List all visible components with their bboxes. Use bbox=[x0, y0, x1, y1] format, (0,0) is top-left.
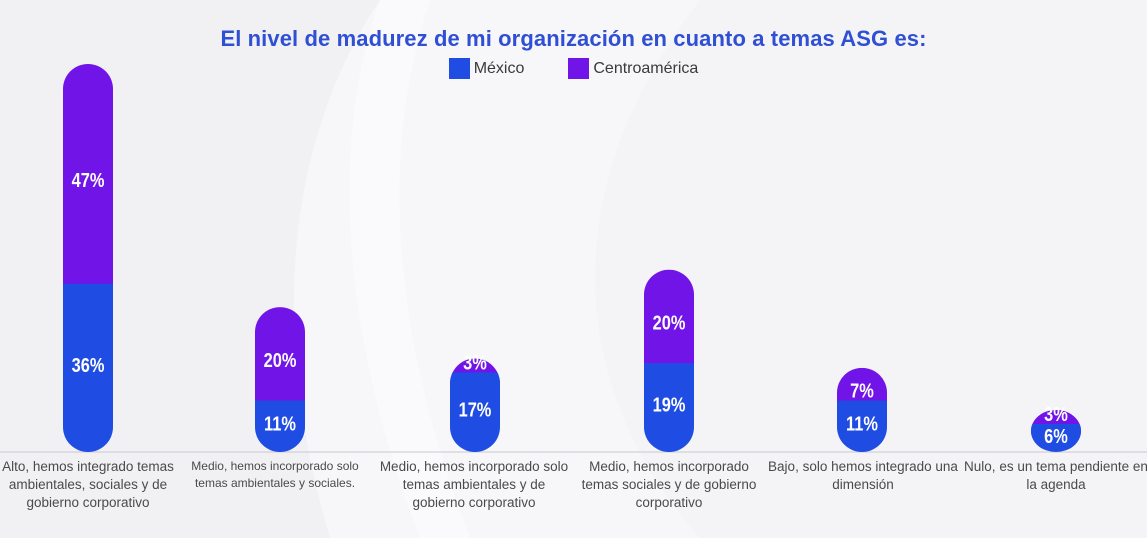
bar-mexico-2 bbox=[450, 372, 500, 452]
data-label-mexico-4: 11% bbox=[846, 412, 878, 435]
data-label-centroamerica-0: 47% bbox=[72, 168, 105, 191]
bar-group-3 bbox=[644, 269, 694, 452]
legend-label-centroamerica: Centroamérica bbox=[593, 59, 699, 77]
legend-swatch-mexico bbox=[448, 58, 470, 79]
bar-mexico-1 bbox=[255, 400, 305, 453]
data-label-mexico-1: 11% bbox=[264, 412, 296, 435]
chart-title: El nivel de madurez de mi organización e… bbox=[220, 26, 927, 51]
data-label-centroamerica-5: 3% bbox=[1044, 402, 1068, 425]
data-label-centroamerica-3: 20% bbox=[653, 311, 686, 334]
legend-item-mexico: México bbox=[448, 58, 525, 79]
data-label-mexico-0: 36% bbox=[72, 353, 105, 376]
bar-group-4 bbox=[837, 367, 887, 453]
data-label-centroamerica-1: 20% bbox=[264, 348, 297, 371]
bar-mexico-3 bbox=[644, 363, 694, 452]
legend: México Centroamérica bbox=[0, 58, 1147, 79]
legend-swatch-centroamerica bbox=[568, 58, 590, 79]
bar-centroamerica-0 bbox=[63, 63, 113, 309]
category-label-3: Medio, hemos incorporado temas sociales … bbox=[581, 459, 757, 510]
data-label-mexico-3: 19% bbox=[653, 393, 686, 416]
data-label-centroamerica-4: 7% bbox=[850, 379, 874, 402]
bar-mexico-0 bbox=[63, 283, 113, 452]
data-label-centroamerica-2: 3% bbox=[463, 351, 487, 374]
category-label-4: Bajo, solo hemos integrado una dimensión bbox=[768, 459, 958, 492]
bar-group-5 bbox=[1031, 409, 1081, 452]
bar-group-2 bbox=[450, 358, 500, 452]
bar-mexico-4 bbox=[837, 400, 887, 453]
legend-item-centroamerica: Centroamérica bbox=[568, 58, 698, 79]
category-label-5: Nulo, es un tema pendiente en la agenda bbox=[964, 459, 1147, 492]
category-label-1: Medio, hemos incorporado solo temas ambi… bbox=[191, 459, 359, 490]
category-label-2: Medio, hemos incorporado solo temas ambi… bbox=[379, 459, 569, 510]
legend-label-mexico: México bbox=[473, 59, 525, 77]
category-label-0: Alto, hemos integrado temas ambientales,… bbox=[2, 459, 174, 510]
bar-group-1 bbox=[255, 307, 305, 453]
data-label-mexico-5: 6% bbox=[1044, 424, 1068, 447]
bar-group-0 bbox=[63, 63, 113, 452]
data-label-mexico-2: 17% bbox=[459, 398, 492, 421]
